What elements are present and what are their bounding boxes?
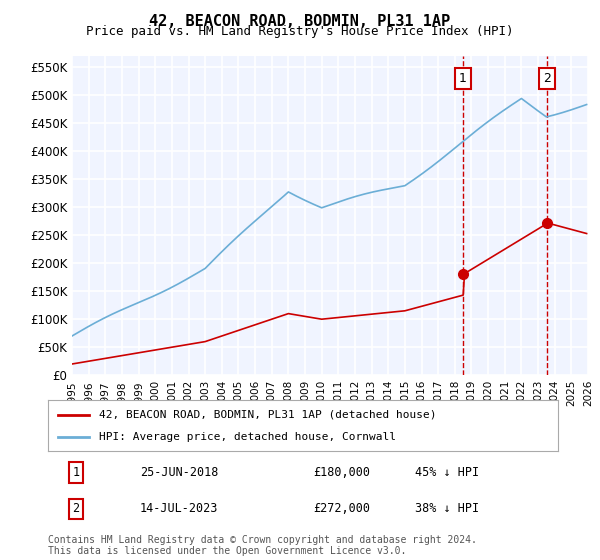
Text: 2: 2 (543, 72, 551, 85)
Text: 25-JUN-2018: 25-JUN-2018 (140, 466, 218, 479)
Text: 1: 1 (73, 466, 80, 479)
Text: £180,000: £180,000 (313, 466, 370, 479)
Text: 1: 1 (459, 72, 467, 85)
Text: 14-JUL-2023: 14-JUL-2023 (140, 502, 218, 515)
Text: 2: 2 (73, 502, 80, 515)
Text: £272,000: £272,000 (313, 502, 370, 515)
Text: 42, BEACON ROAD, BODMIN, PL31 1AP (detached house): 42, BEACON ROAD, BODMIN, PL31 1AP (detac… (99, 409, 437, 419)
Text: Contains HM Land Registry data © Crown copyright and database right 2024.
This d: Contains HM Land Registry data © Crown c… (48, 535, 477, 557)
Text: Price paid vs. HM Land Registry's House Price Index (HPI): Price paid vs. HM Land Registry's House … (86, 25, 514, 38)
Text: HPI: Average price, detached house, Cornwall: HPI: Average price, detached house, Corn… (99, 432, 396, 442)
Text: 42, BEACON ROAD, BODMIN, PL31 1AP: 42, BEACON ROAD, BODMIN, PL31 1AP (149, 14, 451, 29)
Text: 45% ↓ HPI: 45% ↓ HPI (415, 466, 479, 479)
Text: 38% ↓ HPI: 38% ↓ HPI (415, 502, 479, 515)
